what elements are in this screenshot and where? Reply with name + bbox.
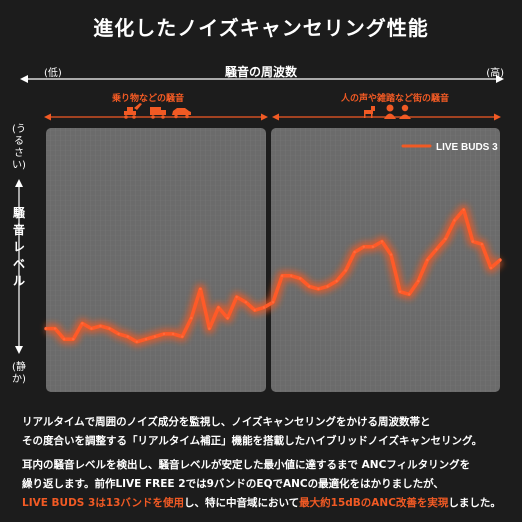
- series-point: [389, 253, 393, 256]
- series-point: [408, 293, 411, 296]
- series-point: [190, 316, 193, 320]
- series-point: [135, 340, 138, 343]
- series-point: [398, 290, 402, 293]
- series-point: [162, 332, 166, 336]
- legend-label: LIVE BUDS 3: [436, 142, 498, 153]
- vehicle-noise-label: 乗り物などの騒音: [111, 94, 184, 104]
- frequency-axis-arrow: [20, 75, 504, 83]
- series-point: [471, 240, 474, 243]
- series-point: [108, 327, 111, 330]
- series-point: [417, 279, 420, 283]
- series-point: [44, 327, 48, 330]
- series-point: [199, 287, 202, 291]
- series-point: [290, 274, 293, 277]
- highlight-15db: 最大約15dBのANC改善を実現: [299, 497, 449, 509]
- man-icon: [399, 104, 411, 119]
- series-point: [353, 250, 356, 254]
- y-axis-bottom-label: (静か): [12, 362, 26, 385]
- car-icon: [172, 108, 191, 119]
- vehicle-noise-range-arrow: [44, 113, 268, 121]
- series-point: [453, 219, 456, 222]
- series-point: [444, 237, 447, 241]
- series-point: [262, 306, 266, 309]
- series-point: [435, 248, 438, 251]
- series-point: [99, 324, 102, 328]
- paragraph-2-line-3: LIVE BUDS 3は13バンドを使用し、特に中音域において最大約15dBのA…: [22, 494, 512, 513]
- series-point: [90, 327, 93, 330]
- series-point: [53, 327, 57, 330]
- series-point: [317, 287, 320, 291]
- series-point: [371, 245, 375, 248]
- excavator-icon: [124, 103, 142, 119]
- series-point: [81, 322, 84, 325]
- series-point: [208, 327, 211, 330]
- description-paragraph-2: 耳内の騒音レベルを検出し、騒音レベルが安定した最小値に達するまで ANCフィルタ…: [22, 456, 512, 513]
- series-point: [153, 335, 157, 338]
- series-point: [235, 295, 238, 299]
- series-point: [498, 258, 502, 262]
- vehicle-panel-grid: [46, 128, 266, 392]
- city-panel-grid: [271, 128, 500, 392]
- series-point: [462, 208, 465, 211]
- series-point: [480, 243, 483, 246]
- woman-icon: [384, 104, 396, 119]
- description-paragraph-1: リアルタイムで周囲のノイズ成分を監視し、ノイズキャンセリングをかける周波数帯と …: [22, 413, 512, 451]
- series-point: [299, 277, 302, 280]
- paragraph-2-line-3-mid: し、特に中音域において: [183, 497, 300, 509]
- series-points: [44, 208, 502, 343]
- series-point: [226, 316, 229, 320]
- series-point: [126, 335, 129, 338]
- x-axis-low-label: (低): [44, 68, 62, 79]
- series-point: [181, 335, 184, 338]
- series-point: [62, 338, 66, 341]
- dog-icon: [364, 106, 375, 118]
- series-point: [326, 285, 329, 288]
- page-title: 進化したノイズキャンセリング性能: [93, 16, 429, 40]
- truck-icon: [150, 107, 166, 119]
- series-point: [426, 258, 429, 262]
- highlight-13-band: LIVE BUDS 3は13バンドを使用: [22, 497, 184, 509]
- series-point: [380, 240, 384, 243]
- series-point: [271, 301, 275, 304]
- series-point: [489, 266, 493, 270]
- city-noise-label: 人の声や雑踏など街の騒音: [340, 94, 449, 104]
- series-point: [117, 332, 120, 336]
- paragraph-1-line-1: リアルタイムで周囲のノイズ成分を監視し、ノイズキャンセリングをかける周波数帯と: [22, 416, 431, 428]
- series-point: [217, 306, 220, 309]
- series-point: [171, 332, 175, 336]
- paragraph-2-line-1: 耳内の騒音レベルを検出し、騒音レベルが安定した最小値に達するまで ANCフィルタ…: [22, 459, 471, 471]
- paragraph-2-line-2: 繰り返します。前作LIVE FREE 2では9バンドのEQでANCの最適化をはか…: [22, 478, 444, 490]
- series-point: [244, 301, 247, 304]
- series-point: [253, 309, 256, 312]
- noise-level-axis-arrow: [15, 179, 23, 354]
- series-point: [335, 279, 338, 283]
- paragraph-2-line-3-end: しました。: [448, 497, 501, 509]
- series-point: [72, 338, 75, 341]
- paragraph-1-line-2: その度合いを調整する「リアルタイム補正」機能を搭載したハイブリッドノイズキャンセ…: [22, 435, 483, 447]
- y-axis-top-label: (うるさい): [12, 124, 26, 171]
- series-point: [308, 285, 311, 288]
- series-point: [280, 274, 284, 277]
- y-axis-label: 騒音レベル: [12, 206, 25, 288]
- series-point: [344, 269, 347, 272]
- x-axis-label: 騒音の周波数: [224, 65, 297, 79]
- series-point: [144, 338, 148, 341]
- x-axis-high-label: (高): [486, 68, 504, 79]
- series-point: [362, 245, 365, 248]
- legend: LIVE BUDS 3: [401, 142, 498, 153]
